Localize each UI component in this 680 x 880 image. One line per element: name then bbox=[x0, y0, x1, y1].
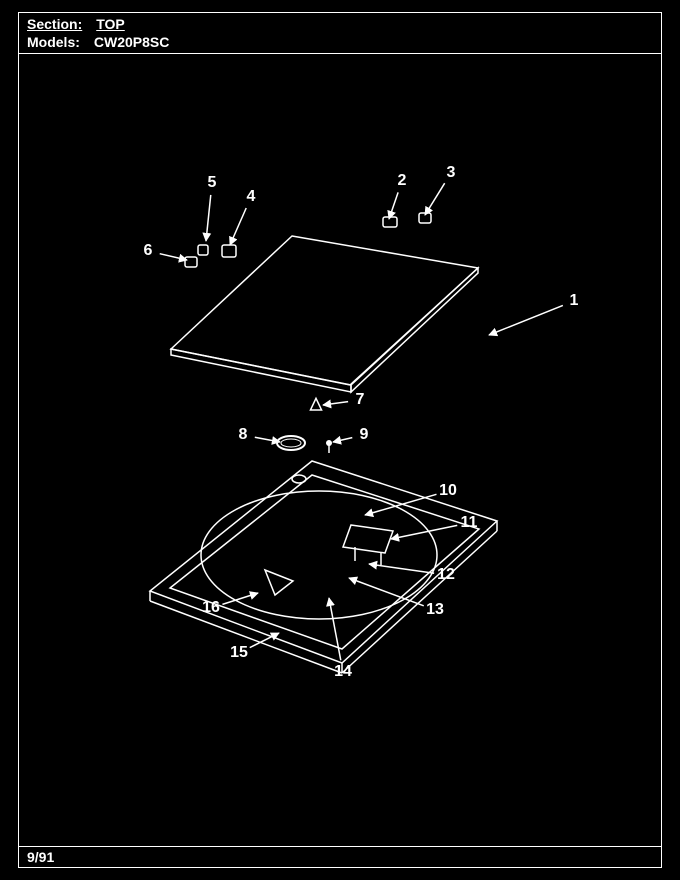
page: Section: TOP Models: CW20P8SC 1234567891… bbox=[0, 0, 680, 880]
callout-16: 16 bbox=[202, 599, 220, 616]
section-value: TOP bbox=[96, 15, 125, 33]
callout-5: 5 bbox=[208, 174, 217, 191]
section-label: Section: bbox=[27, 15, 82, 33]
callout-3: 3 bbox=[447, 164, 456, 181]
callout-8: 8 bbox=[239, 426, 248, 443]
callout-10: 10 bbox=[439, 482, 457, 499]
header: Section: TOP Models: CW20P8SC bbox=[19, 13, 661, 54]
models-label: Models: bbox=[27, 33, 80, 51]
diagram-frame: Section: TOP Models: CW20P8SC 1234567891… bbox=[18, 12, 662, 868]
callout-15: 15 bbox=[230, 644, 248, 661]
models-value: CW20P8SC bbox=[94, 33, 169, 51]
diagram-svg: 12345678910111213141516 bbox=[19, 55, 659, 845]
footer-date: 9/91 bbox=[27, 849, 54, 865]
callout-2: 2 bbox=[398, 172, 407, 189]
callout-7: 7 bbox=[356, 391, 365, 408]
callout-11: 11 bbox=[461, 514, 478, 531]
callout-12: 12 bbox=[437, 566, 455, 583]
callout-9: 9 bbox=[360, 426, 369, 443]
footer: 9/91 bbox=[19, 846, 661, 867]
callout-1: 1 bbox=[570, 292, 579, 309]
callout-14: 14 bbox=[334, 663, 352, 680]
callout-6: 6 bbox=[144, 242, 153, 259]
exploded-diagram: 12345678910111213141516 bbox=[19, 55, 661, 845]
callout-13: 13 bbox=[426, 601, 444, 618]
callout-4: 4 bbox=[247, 188, 256, 205]
